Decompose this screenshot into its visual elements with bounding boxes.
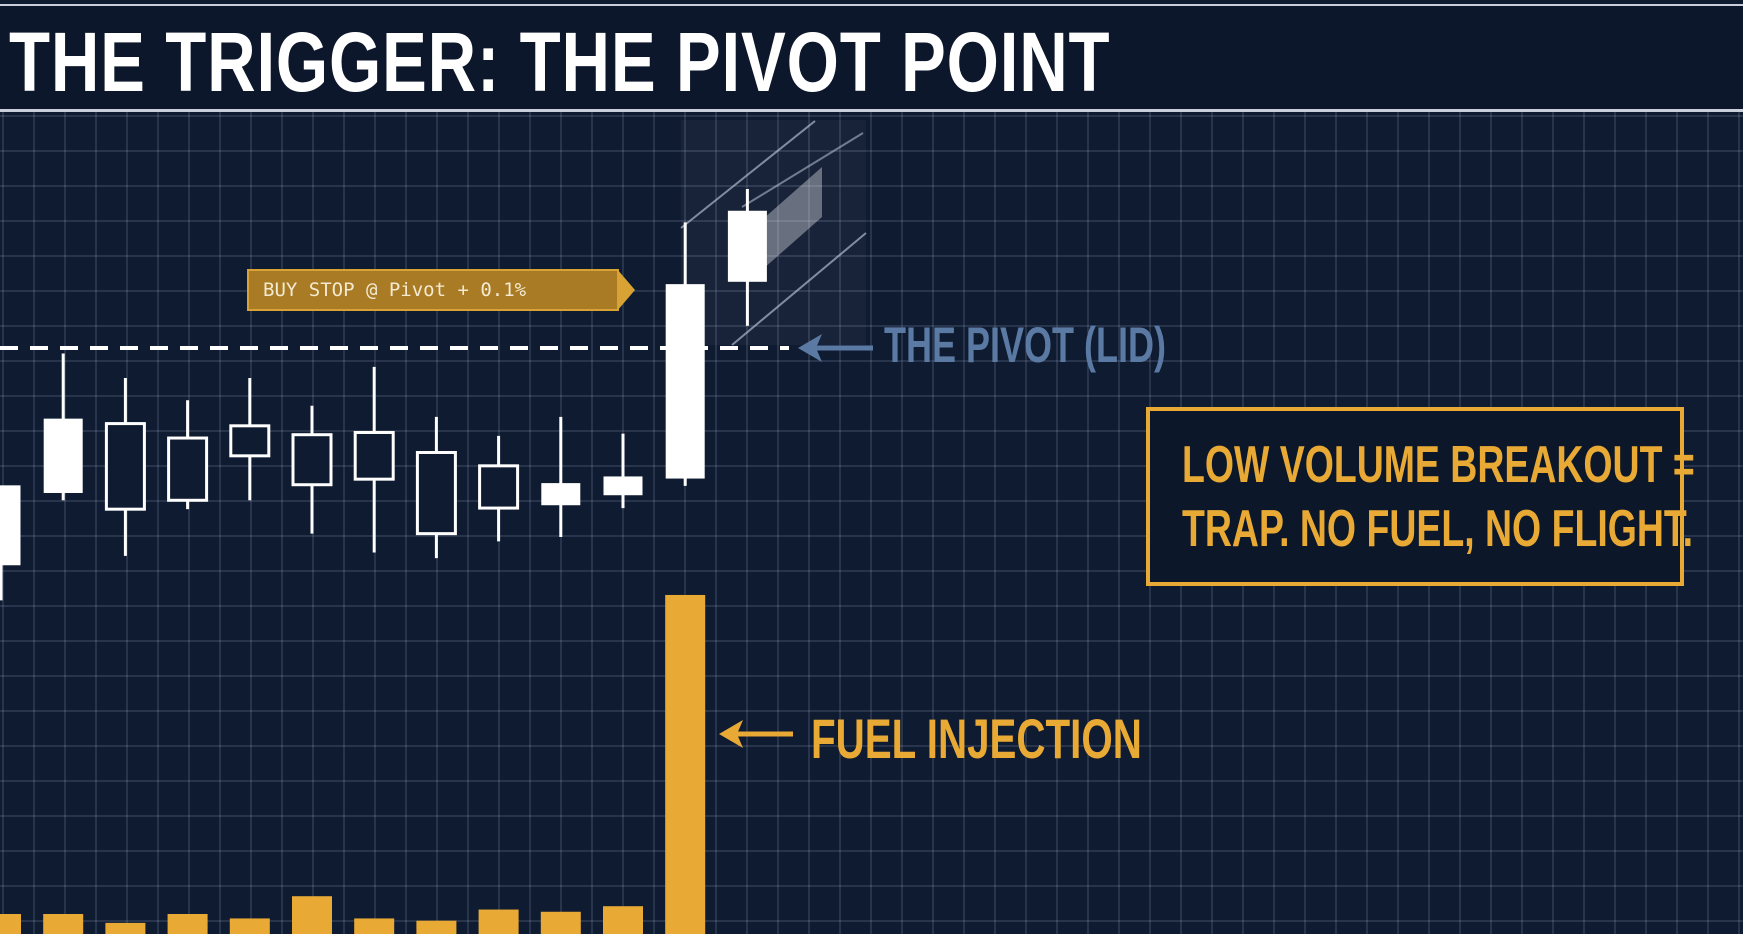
volume-bar <box>229 918 270 934</box>
projection-box <box>680 120 867 346</box>
candle-body <box>478 464 520 510</box>
fuel-injection-label: FUEL INJECTION <box>811 707 1142 770</box>
candle-body <box>0 485 21 566</box>
buy-stop-label: BUY STOP @ Pivot + 0.1% <box>247 269 619 311</box>
pivot-label: THE PIVOT (LID) <box>884 317 1166 373</box>
callout-line-2: TRAP. NO FUEL, NO FLIGHT. <box>1182 500 1693 558</box>
candles <box>0 189 767 601</box>
volume-bar <box>540 911 581 934</box>
candle-body <box>291 433 333 487</box>
candle-body <box>541 483 581 506</box>
candle-body <box>665 284 705 479</box>
candle-body <box>415 450 457 536</box>
volume-bar <box>665 594 706 934</box>
page-title: THE TRIGGER: THE PIVOT POINT <box>9 15 1111 109</box>
candle <box>291 405 333 534</box>
volume-bar <box>354 918 395 934</box>
buy-stop-pointer <box>617 269 635 311</box>
candle <box>727 189 767 326</box>
warning-callout: LOW VOLUME BREAKOUT = TRAP. NO FUEL, NO … <box>1146 407 1695 586</box>
volume-bar <box>0 913 21 934</box>
candle <box>665 222 705 486</box>
volume-bar <box>416 920 457 934</box>
candle <box>229 378 271 501</box>
volume-bar <box>43 913 84 934</box>
title-bar: THE TRIGGER: THE PIVOT POINT <box>0 4 1743 112</box>
candle-body <box>104 422 146 511</box>
candle <box>167 400 209 510</box>
candle <box>541 416 581 537</box>
volume-bar <box>167 913 208 934</box>
callout-line-1: LOW VOLUME BREAKOUT = <box>1182 436 1695 494</box>
candle <box>353 366 395 553</box>
candle-body <box>353 430 395 481</box>
volume-bar <box>478 909 519 934</box>
candle <box>104 378 146 556</box>
volume-bar <box>292 896 332 934</box>
candle <box>478 435 520 542</box>
candle-body <box>43 418 83 494</box>
candle <box>43 353 83 501</box>
pivot-arrow-icon <box>798 334 873 362</box>
volume-bar <box>105 922 146 934</box>
candle-body <box>727 210 767 282</box>
candle <box>415 416 457 559</box>
volume-bars <box>0 594 706 934</box>
candle <box>603 433 643 509</box>
fuel-arrow-icon <box>719 720 793 748</box>
candle-body <box>603 476 643 496</box>
candle <box>0 485 21 601</box>
candle-body <box>167 436 209 502</box>
volume-bar <box>603 906 643 934</box>
candle-body <box>229 424 271 458</box>
